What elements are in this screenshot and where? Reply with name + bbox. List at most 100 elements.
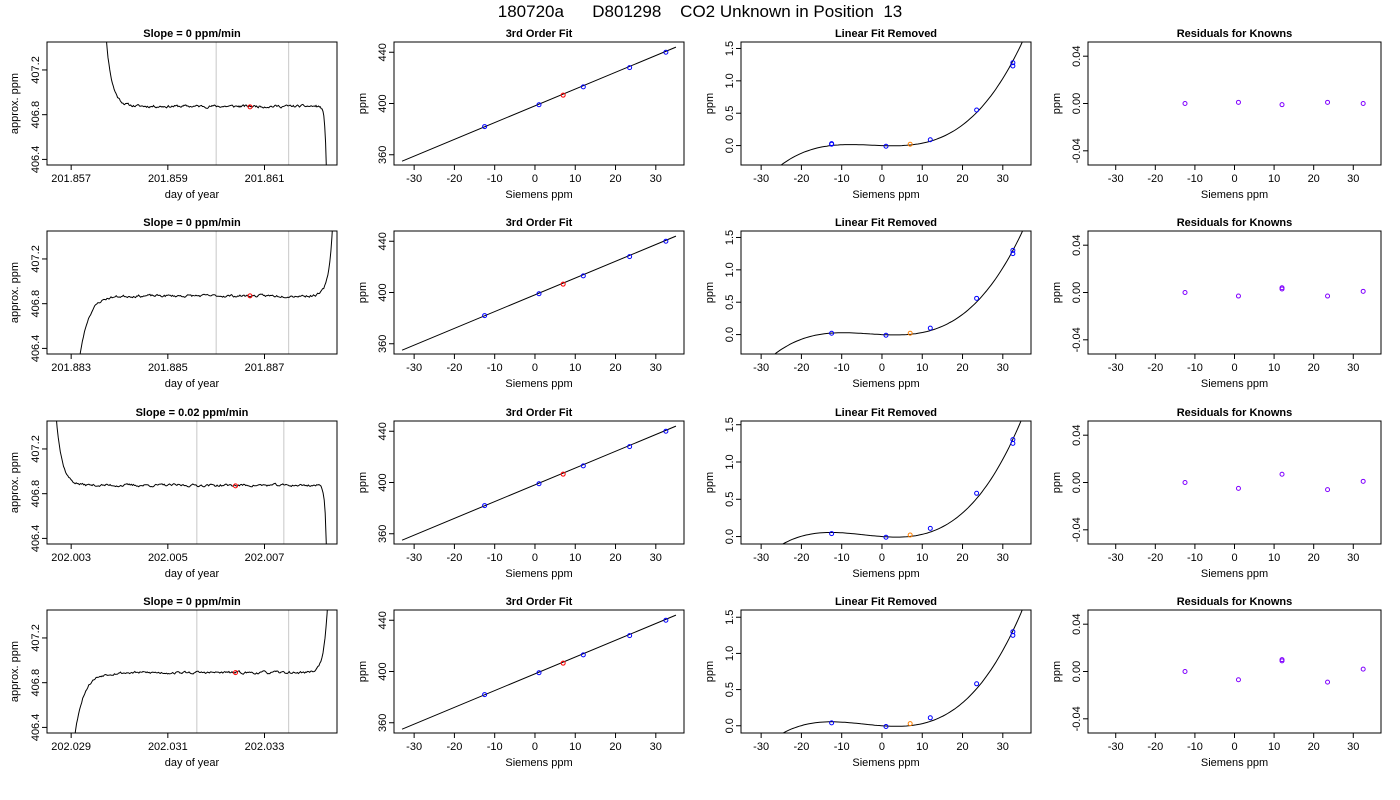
y-axis-label: ppm — [1051, 472, 1063, 493]
chart-panel: Residuals for Knowns -30 -20 -10 0 10 20 30 -0.0… — [1051, 596, 1382, 769]
x-tick-label: 20 — [956, 362, 968, 374]
panel-title: Residuals for Knowns — [1177, 28, 1293, 40]
residual-curve — [780, 42, 1023, 165]
x-tick-label: 202.007 — [245, 552, 285, 564]
y-tick-label: 400 — [377, 283, 389, 301]
x-tick-label: -10 — [1187, 741, 1203, 753]
chart-panel: Residuals for Knowns -30 -20 -10 0 10 20 30 -0.0… — [1051, 217, 1382, 390]
plot-frame — [393, 609, 685, 734]
chart-panel: Slope = 0 ppm/min 202.029 202.031 202.033 40… — [9, 596, 338, 769]
x-tick-label: 0 — [879, 173, 885, 185]
x-tick-label: -20 — [793, 173, 809, 185]
y-axis-label: ppm — [357, 93, 369, 114]
x-axis-label: Siemens ppm — [505, 757, 572, 769]
y-tick-label: 406.8 — [30, 480, 42, 508]
x-tick-label: 0 — [532, 552, 538, 564]
x-tick-label: -30 — [1108, 552, 1124, 564]
plot-area — [56, 421, 327, 544]
x-tick-label: -20 — [1147, 552, 1163, 564]
residual-curve — [781, 421, 1022, 544]
y-tick-label: 0.0 — [724, 138, 736, 153]
y-tick-label: 407.2 — [30, 624, 42, 652]
residual-point — [1235, 485, 1241, 491]
x-tick-label: 30 — [997, 552, 1009, 564]
plot-frame — [393, 41, 685, 166]
x-tick-label: 10 — [916, 741, 928, 753]
y-tick-label: 407.2 — [30, 245, 42, 273]
x-tick-label: 0 — [879, 362, 885, 374]
known-point — [974, 107, 980, 113]
x-tick-label: 201.859 — [148, 173, 188, 185]
x-tick-label: -10 — [834, 552, 850, 564]
residual-point — [1182, 669, 1188, 674]
residual-point — [1325, 293, 1331, 299]
x-tick-label: 0 — [1231, 362, 1237, 374]
y-tick-label: 1.0 — [724, 73, 736, 88]
known-point — [1010, 63, 1016, 69]
y-tick-label: 1.5 — [724, 610, 736, 625]
x-tick-label: -20 — [1147, 362, 1163, 374]
x-tick-label: 0 — [879, 552, 885, 564]
x-tick-label: 10 — [569, 552, 581, 564]
y-tick-label: 1.0 — [724, 646, 736, 661]
x-tick-label: -30 — [1108, 173, 1124, 185]
y-tick-label: 0.00 — [1071, 93, 1083, 114]
signal-trace — [56, 421, 327, 544]
unknown-point — [560, 281, 566, 287]
panel-title: Residuals for Knowns — [1177, 407, 1293, 419]
panel-title: 3rd Order Fit — [506, 217, 573, 229]
known-point — [536, 102, 542, 108]
x-tick-label: 202.031 — [148, 741, 188, 753]
x-axis-label: Siemens ppm — [505, 378, 572, 390]
x-axis-label: day of year — [165, 378, 220, 390]
y-tick-label: 0.5 — [724, 106, 736, 121]
x-tick-label: -20 — [793, 552, 809, 564]
x-tick-label: 10 — [569, 741, 581, 753]
plot-area — [79, 231, 333, 354]
residual-point — [1235, 293, 1241, 299]
y-tick-label: 400 — [377, 94, 389, 112]
x-axis-label: day of year — [165, 568, 220, 580]
x-tick-label: -30 — [1108, 362, 1124, 374]
x-tick-label: 10 — [1268, 741, 1280, 753]
x-tick-label: -20 — [446, 173, 462, 185]
known-point — [829, 141, 835, 147]
y-tick-label: 360 — [377, 525, 389, 543]
y-axis-label: ppm — [704, 661, 716, 682]
y-axis-label: approx. ppm — [9, 262, 21, 323]
x-tick-label: -10 — [834, 741, 850, 753]
sample-marker — [247, 293, 253, 299]
chart-panel: Linear Fit Removed -30 -20 -10 0 10 20 30 0.0 0.5… — [704, 217, 1032, 390]
y-tick-label: 406.4 — [30, 335, 42, 363]
known-point — [974, 681, 980, 687]
plot-frame — [46, 609, 338, 734]
panel-title: Slope = 0 ppm/min — [143, 28, 241, 40]
fit-line — [401, 614, 677, 730]
x-tick-label: 30 — [1347, 552, 1359, 564]
x-tick-label: 20 — [956, 741, 968, 753]
known-point — [829, 330, 835, 336]
unknown-point — [907, 721, 913, 727]
known-point — [1010, 247, 1016, 253]
y-tick-label: 1.5 — [724, 417, 736, 432]
x-axis-label: Siemens ppm — [505, 568, 572, 580]
known-point — [1010, 60, 1016, 66]
plot-area — [106, 42, 327, 165]
y-tick-label: 360 — [377, 335, 389, 353]
plot-area — [401, 614, 677, 730]
y-tick-label: 0.00 — [1071, 282, 1083, 303]
plot-frame — [740, 230, 1032, 355]
y-tick-label: 440 — [377, 611, 389, 629]
chart-panel: 3rd Order Fit -30 -20 -10 0 10 20 30 360 400 440 Si… — [357, 217, 685, 390]
y-tick-label: 1.5 — [724, 230, 736, 245]
x-tick-label: -30 — [1108, 741, 1124, 753]
y-axis-label: ppm — [1051, 661, 1063, 682]
unknown-point — [560, 471, 566, 477]
chart-panel: 3rd Order Fit -30 -20 -10 0 10 20 30 360 400 440 Si… — [357, 407, 685, 580]
plot-area — [74, 610, 328, 733]
x-tick-label: -10 — [834, 173, 850, 185]
x-tick-label: 20 — [956, 173, 968, 185]
plot-frame — [393, 230, 685, 355]
x-tick-label: 10 — [916, 173, 928, 185]
y-tick-label: 0.0 — [724, 529, 736, 544]
